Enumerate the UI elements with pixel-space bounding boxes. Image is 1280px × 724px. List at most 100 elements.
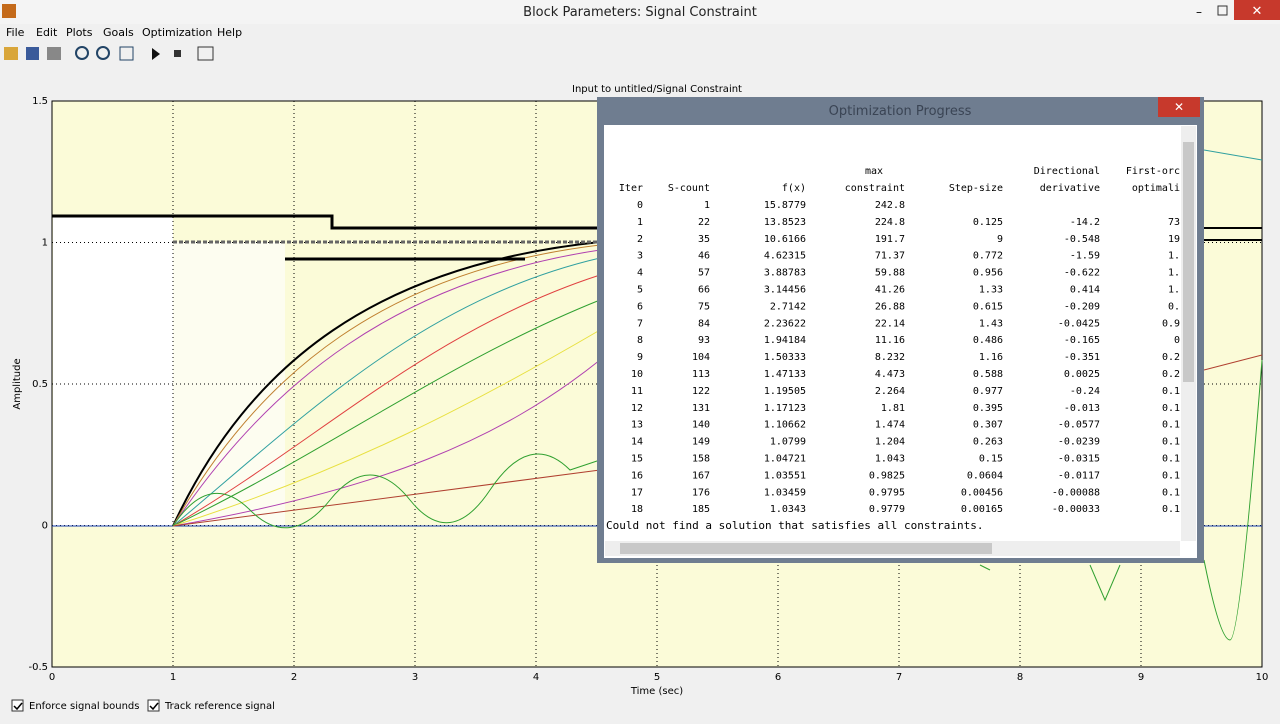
- curve: [172, 249, 601, 527]
- table-cell: 1.16: [979, 352, 1003, 363]
- curve: [172, 274, 601, 527]
- table-cell: 10: [631, 369, 643, 380]
- table-cell: 140: [692, 420, 710, 431]
- table-cell: 1.47133: [764, 369, 806, 380]
- title-bar: [0, 0, 1280, 24]
- table-cell: 16: [631, 470, 643, 481]
- table-cell: -0.0315: [1058, 454, 1100, 465]
- table-cell: 6: [637, 301, 643, 312]
- table-cell: 13: [631, 420, 643, 431]
- table-cell: 0.9: [1162, 318, 1180, 329]
- table-cell: 0.1: [1162, 437, 1180, 448]
- dialog-title: Optimization Progress: [829, 104, 972, 119]
- table-cell: 0.0025: [1064, 369, 1100, 380]
- tool-print[interactable]: [47, 47, 61, 60]
- checkmark: [149, 702, 159, 711]
- table-cell: 0.9825: [869, 470, 905, 481]
- x-axis-label: Time (sec): [630, 686, 683, 697]
- window-title: Block Parameters: Signal Constraint: [523, 5, 757, 20]
- dialog: Optimization Progress ✕ max Directional Fi…: [597, 97, 1204, 563]
- table-cell: 4.473: [875, 369, 905, 380]
- table-cell: 0.395: [973, 403, 1003, 414]
- tool-report[interactable]: [197, 46, 214, 61]
- tool-stop[interactable]: [174, 50, 181, 57]
- menu-item[interactable]: Plots: [66, 26, 93, 39]
- table-cell: -0.0425: [1058, 318, 1100, 329]
- tool-zoom-in[interactable]: [75, 46, 89, 60]
- menu-item[interactable]: Help: [217, 26, 242, 39]
- table-cell: 122: [692, 386, 710, 397]
- dialog-close-icon: ✕: [1174, 100, 1184, 114]
- curve: [172, 257, 601, 527]
- app-icon: [2, 4, 16, 18]
- close-button[interactable]: [1234, 0, 1280, 20]
- menu-item[interactable]: Optimization: [142, 26, 212, 39]
- constraint-bounds: [52, 214, 1262, 261]
- toolbar: [4, 46, 214, 61]
- table-cell: 0.125: [973, 217, 1003, 228]
- table-cell: 1.17123: [764, 403, 806, 414]
- curve: [1203, 149, 1263, 161]
- v-scroll-thumb[interactable]: [1183, 142, 1194, 382]
- table-cell: 57: [698, 268, 710, 279]
- table-cell: 46: [698, 251, 710, 262]
- tool-fit[interactable]: [119, 46, 134, 61]
- curve: [979, 564, 1121, 602]
- maximize[interactable]: [1217, 5, 1228, 16]
- table-cell: 1.474: [875, 420, 905, 431]
- table-cell: -0.548: [1064, 234, 1100, 245]
- menu-item[interactable]: Goals: [103, 26, 134, 39]
- y-tick-label: 1: [42, 238, 48, 249]
- header-cell: Step-size: [949, 183, 1003, 194]
- table-cell: 0.307: [973, 420, 1003, 431]
- x-tick-label: 2: [291, 672, 297, 683]
- table-cell: 73: [1168, 217, 1180, 228]
- table-cell: 149: [692, 437, 710, 448]
- header-cell: Directional: [1034, 166, 1100, 177]
- table-cell: 0.486: [973, 335, 1003, 346]
- curve: [172, 359, 601, 527]
- table-cell: 26.88: [875, 301, 905, 312]
- x-tick-label: 4: [533, 672, 539, 683]
- header-cell: Iter: [619, 183, 643, 194]
- tool-save[interactable]: [26, 47, 39, 60]
- table-cell: 84: [698, 318, 710, 329]
- checkbox-label: Track reference signal: [164, 701, 275, 712]
- curve: [172, 329, 601, 527]
- table-cell: 1.: [1168, 285, 1180, 296]
- table-cell: 12: [631, 403, 643, 414]
- table-cell: 1.043: [875, 454, 905, 465]
- h-scroll-thumb[interactable]: [620, 543, 992, 554]
- table-cell: 22: [698, 217, 710, 228]
- table-cell: 2: [637, 234, 643, 245]
- checkbox[interactable]: [11, 699, 24, 712]
- table-cell: 15.8779: [764, 200, 806, 211]
- curve: [172, 299, 601, 527]
- table-cell: 1.19505: [764, 386, 806, 397]
- table-cell: -0.0239: [1058, 437, 1100, 448]
- table-cell: 22.14: [875, 318, 905, 329]
- table-cell: 8: [637, 335, 643, 346]
- table-cell: 1.10662: [764, 420, 806, 431]
- x-tick-label: 3: [412, 672, 418, 683]
- table-cell: -0.00088: [1052, 487, 1100, 498]
- dialog-close[interactable]: [1158, 97, 1200, 117]
- minimize[interactable]: –: [1196, 5, 1202, 19]
- table-cell: 3.88783: [764, 268, 806, 279]
- table-cell: 1.204: [875, 437, 905, 448]
- tool-start[interactable]: [152, 48, 160, 60]
- tool-zoom-out[interactable]: [96, 46, 110, 60]
- tool-open[interactable]: [4, 47, 18, 60]
- table-cell: 0.772: [973, 251, 1003, 262]
- menu-item[interactable]: File: [6, 26, 25, 39]
- header-cell: f(x): [782, 183, 806, 194]
- table-cell: 14: [631, 437, 643, 448]
- table-cell: 3.14456: [764, 285, 806, 296]
- menu-item[interactable]: Edit: [36, 26, 58, 39]
- table-cell: -0.24: [1070, 386, 1100, 397]
- table-cell: 1: [704, 200, 710, 211]
- table-cell: 0.615: [973, 301, 1003, 312]
- checkbox[interactable]: [147, 699, 160, 712]
- table-cell: -14.2: [1070, 217, 1100, 228]
- table-cell: 19: [1168, 234, 1180, 245]
